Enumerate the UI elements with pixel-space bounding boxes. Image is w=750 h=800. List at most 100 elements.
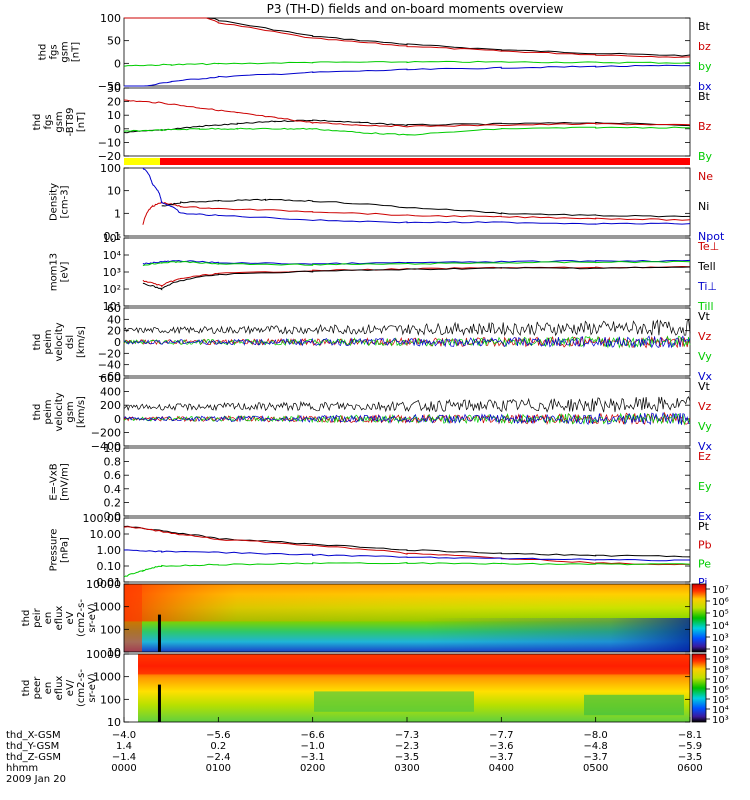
series-line-Vx	[123, 411, 691, 426]
y-tick-label: −20	[98, 347, 121, 360]
y-tick-label: 10	[107, 185, 121, 198]
y-tick-label: 40	[107, 313, 121, 326]
colorbar-tick-label: 10⁷	[712, 585, 729, 596]
footer-value: −8.1	[678, 730, 702, 741]
y-axis-label: velocity	[54, 322, 65, 361]
y-axis-label: peer	[32, 676, 43, 700]
y-tick-label: 10000	[86, 648, 121, 661]
series-line-Tell	[142, 266, 691, 291]
legend-label-Pe: Pe	[698, 557, 711, 570]
y-tick-label: 0	[114, 57, 121, 70]
y-axis-label: [km/s]	[76, 396, 87, 428]
y-axis-label: Pressure	[49, 529, 60, 572]
y-tick-label: −10	[98, 136, 121, 149]
y-tick-label: 0	[114, 336, 121, 349]
y-tick-label: 100	[100, 623, 121, 636]
footer-row-label: thd_Y-GSM	[6, 741, 59, 752]
footer-row-label: thd_Z-GSM	[6, 752, 61, 763]
series-line-Vt	[123, 396, 691, 413]
y-tick-label: 10³	[103, 266, 121, 279]
footer-value: 0400	[489, 763, 514, 774]
colorbar-tick-label: 10³	[712, 633, 729, 644]
colorbar-scale	[691, 653, 707, 723]
legend-label-Bt: Bt	[698, 90, 711, 103]
y-tick-label: 0.2	[104, 496, 122, 509]
spectrogram-high-flux-band	[124, 584, 690, 622]
y-axis-label: gsm	[60, 41, 71, 62]
y-axis-label: en	[43, 612, 54, 625]
footer-value: −3.5	[395, 752, 419, 763]
y-axis-label: peir	[32, 607, 43, 627]
y-tick-label: 0	[114, 413, 121, 426]
legend-label-Vy: Vy	[698, 350, 712, 363]
panel-frame	[123, 447, 691, 517]
y-tick-label: −40	[98, 359, 121, 372]
panel-frame	[123, 167, 691, 237]
legend-label-By: By	[698, 150, 713, 163]
y-tick-label: 30	[107, 82, 121, 95]
y-tick-label: 100.00	[83, 512, 122, 525]
y-tick-label: −20	[98, 150, 121, 163]
series-line-Bt	[123, 119, 691, 134]
y-tick-label: 10	[107, 109, 121, 122]
y-tick-label: 10⁴	[103, 249, 122, 262]
y-tick-label: 10²	[103, 283, 121, 296]
spectrogram-high-flux-band	[138, 654, 690, 675]
y-tick-label: 1.0	[104, 442, 122, 455]
y-axis-label: mom13	[49, 253, 60, 291]
legend-label-by: by	[698, 60, 712, 73]
footer-value: 0600	[677, 763, 702, 774]
y-tick-label: 600	[100, 372, 121, 385]
legend-label-Ey: Ey	[698, 480, 712, 493]
series-line-Ni	[161, 198, 691, 218]
colorbar-tick-label: 10⁶	[712, 685, 729, 696]
panel-frame	[123, 237, 691, 307]
y-tick-label: 0.01	[97, 576, 122, 589]
y-axis-label: thd	[32, 114, 43, 131]
legend-label-Bt: Bt	[698, 20, 711, 33]
panel-temperature: 10⁵ 10⁴ 10³ 10² 10¹ mom13 [eV] Te⊥ Tell Ti⊥ Till	[49, 232, 720, 313]
panel-frame	[123, 583, 691, 653]
y-tick-label: 1000	[93, 601, 121, 614]
footer-value: −3.6	[489, 741, 513, 752]
footer-value: 0500	[583, 763, 608, 774]
series-line-Te⊥	[142, 265, 691, 288]
spectrogram-low-flux-region	[584, 694, 684, 716]
y-tick-label: 0.6	[104, 469, 122, 482]
legend-label-Vz: Vz	[698, 330, 712, 343]
legend-label-Vt: Vt	[698, 380, 711, 393]
y-tick-label: 1.00	[97, 544, 122, 557]
y-tick-label: −200	[91, 426, 121, 439]
y-axis-label: thd	[32, 404, 43, 421]
series-line-Vx	[123, 335, 691, 349]
y-tick-label: 20	[107, 96, 121, 109]
footer-value: −8.0	[584, 730, 608, 741]
y-axis-label: [cm-3]	[60, 185, 71, 218]
y-tick-label: 10¹	[103, 300, 121, 313]
series-line-Bz	[123, 99, 691, 128]
spectrogram-data-gap	[157, 684, 161, 722]
legend-label-Pi: Pi	[698, 576, 707, 589]
y-tick-label: −50	[98, 80, 121, 93]
y-axis-label: thd	[21, 680, 32, 697]
series-line-Pb	[123, 526, 691, 566]
colorbar-tick-label: 10⁵	[712, 609, 729, 620]
y-tick-label: 100	[100, 12, 121, 25]
legend-label-bz: bz	[698, 40, 711, 53]
mode-state-fast	[160, 158, 690, 165]
panel-density: 100 10 1 0.1 Density [cm-3] Ne Ni Npot	[49, 162, 725, 243]
footer-row-label: thd_X-GSM	[6, 730, 61, 741]
y-tick-label: 50	[107, 35, 121, 48]
y-axis-label: sr-eV)	[87, 673, 98, 702]
spectrogram-early-band	[124, 584, 142, 652]
spectrogram-data-gap	[157, 614, 161, 652]
footer-value: −3.5	[678, 752, 702, 763]
legend-label-Vz: Vz	[698, 400, 712, 413]
y-axis-label: en	[43, 682, 54, 695]
legend-label-Ti⊥: Ti⊥	[697, 280, 717, 293]
